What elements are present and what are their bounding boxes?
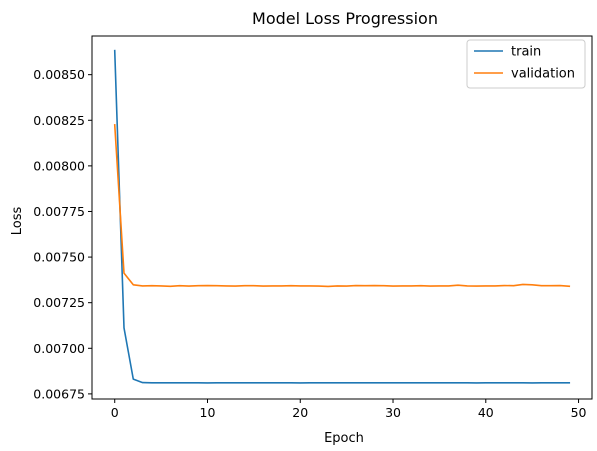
x-tick-label: 20 xyxy=(292,405,308,420)
y-tick-label: 0.00825 xyxy=(33,113,85,128)
y-tick-label: 0.00750 xyxy=(33,250,85,265)
legend-label-validation: validation xyxy=(511,67,575,82)
chart-title: Model Loss Progression xyxy=(252,9,438,28)
series-line-validation xyxy=(113,123,571,288)
legend-box xyxy=(466,39,586,89)
y-tick-label: 0.00850 xyxy=(33,67,85,82)
legend-label-train: train xyxy=(511,45,541,60)
y-tick-label: 0.00675 xyxy=(33,386,85,401)
x-tick-label: 40 xyxy=(478,405,494,420)
x-tick-label: 10 xyxy=(200,405,216,420)
y-tick-label: 0.00700 xyxy=(33,341,85,356)
y-axis-label: Loss xyxy=(10,207,25,236)
y-tick-label: 0.00775 xyxy=(33,204,85,219)
x-tick-label: 50 xyxy=(571,405,587,420)
plot-frame xyxy=(91,35,593,400)
plot-area: 0 10 20 30 40 50 0.00675 0.00700 0.00725 0.00750 0… xyxy=(33,35,593,420)
x-tick-label: 0 xyxy=(111,405,119,420)
y-tick-label: 0.00725 xyxy=(33,295,85,310)
legend: train validation xyxy=(466,39,586,89)
y-tick-label: 0.00800 xyxy=(33,158,85,173)
x-axis-label: Epoch xyxy=(324,431,364,446)
x-tick-label: 30 xyxy=(385,405,401,420)
series-line-train xyxy=(113,49,571,384)
